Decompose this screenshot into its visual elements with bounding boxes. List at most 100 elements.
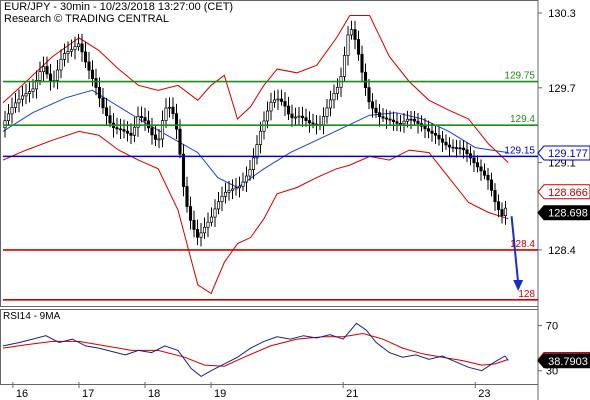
rsi-value-marker-label: 38.7903 <box>548 356 588 368</box>
candle-body <box>388 118 392 121</box>
candle-body <box>234 187 238 190</box>
candle-body <box>192 220 196 230</box>
candle-body <box>73 46 77 50</box>
current-value-marker-box <box>537 145 590 161</box>
candle-body <box>69 49 74 52</box>
candle-body <box>325 107 329 117</box>
candle-body <box>283 101 287 107</box>
rsi-tick-label: 70 <box>546 321 558 333</box>
candle-body <box>360 53 364 73</box>
candle-body <box>293 116 298 119</box>
candle-body <box>94 78 98 88</box>
chart-source: Research © TRADING CENTRAL <box>4 13 169 25</box>
candle-body <box>377 112 382 118</box>
chart-title: EUR/JPY - 30min - 10/23/2018 13:27:00 (C… <box>4 1 234 13</box>
candle-body <box>136 116 140 128</box>
candle-body <box>31 88 35 92</box>
candle-body <box>132 126 137 136</box>
candle-body <box>101 97 105 109</box>
level-label: 128 <box>518 289 535 300</box>
candle-body <box>304 117 308 121</box>
candle-body <box>440 138 445 143</box>
candle-body <box>356 39 361 55</box>
candle-body <box>437 134 441 140</box>
candle-body <box>3 120 7 129</box>
candle-body <box>391 119 396 123</box>
candle-body <box>227 190 231 193</box>
candle-body <box>384 117 389 120</box>
candle-body <box>290 113 294 119</box>
candle-body <box>363 71 368 88</box>
candle-body <box>230 188 235 191</box>
candle-body <box>139 116 144 118</box>
candle-body <box>503 207 508 217</box>
candle-body <box>87 61 91 71</box>
candle-body <box>206 221 210 228</box>
candle-body <box>395 121 399 124</box>
candle-body <box>24 93 28 97</box>
level-label: 129.75 <box>504 71 535 82</box>
price-tick-label: 129.7 <box>548 83 576 95</box>
bollinger-lower-line <box>2 130 509 295</box>
candle-body <box>143 117 147 122</box>
candle-body <box>258 130 263 145</box>
level-label: 129.4 <box>510 114 535 125</box>
candle-body <box>496 201 501 210</box>
candle-body <box>342 55 347 77</box>
candle-body <box>262 120 266 132</box>
level-label: 128.4 <box>510 239 535 250</box>
candle-body <box>454 147 459 149</box>
current-value-marker-label: 129.177 <box>548 148 588 160</box>
candle-body <box>300 115 305 119</box>
rsi-panel-frame <box>0 309 539 385</box>
bollinger-upper-line <box>2 15 509 163</box>
candle-body <box>115 127 119 130</box>
candle-body <box>62 53 67 60</box>
candle-body <box>461 147 466 151</box>
price-tick-label: 130.3 <box>548 8 576 20</box>
candle-body <box>90 69 95 79</box>
candle-body <box>402 120 406 125</box>
candle-body <box>346 34 350 56</box>
price-tick-label: 128.4 <box>548 245 576 257</box>
candle-body <box>276 98 280 101</box>
x-tick-label: 21 <box>346 388 358 400</box>
candle-body <box>426 128 431 132</box>
rsi-value-marker-box <box>537 353 590 369</box>
candle-body <box>150 127 154 136</box>
candle-body <box>451 146 455 149</box>
candle-body <box>83 51 88 63</box>
x-tick-label: 17 <box>82 388 94 400</box>
candle-body <box>475 162 480 168</box>
candle-body <box>10 107 14 115</box>
candle-body <box>241 181 245 187</box>
candle-body <box>17 98 21 104</box>
candle-body <box>202 226 207 234</box>
candle-body <box>171 106 175 115</box>
candle-body <box>465 149 469 155</box>
candle-body <box>27 91 32 94</box>
rsi-ma-line <box>2 332 509 367</box>
moving-average-line <box>2 89 509 189</box>
candle-body <box>272 99 277 103</box>
candle-body <box>220 195 224 203</box>
candle-body <box>374 107 378 114</box>
candle-body <box>367 87 371 103</box>
current-value-marker-label: 128.698 <box>548 208 588 220</box>
candle-body <box>332 93 336 101</box>
x-tick-label: 23 <box>478 388 490 400</box>
x-tick-label: 16 <box>16 388 28 400</box>
candle-body <box>153 134 158 140</box>
forecast-arrow-head <box>513 280 524 292</box>
x-tick-label: 19 <box>214 388 226 400</box>
candle-body <box>104 107 109 117</box>
candle-body <box>297 115 301 118</box>
candle-body <box>160 120 165 140</box>
candle-body <box>493 190 497 203</box>
candle-body <box>381 116 385 119</box>
candle-body <box>251 157 256 170</box>
candle-body <box>41 66 46 72</box>
rsi-title: RSI14 - 9MA <box>3 311 61 322</box>
candle-body <box>255 144 259 159</box>
